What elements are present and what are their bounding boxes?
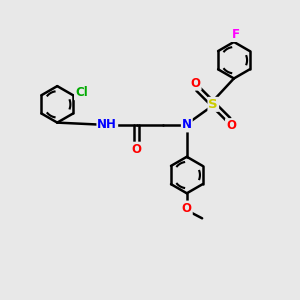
Text: F: F: [231, 28, 239, 41]
Text: O: O: [226, 119, 236, 132]
Text: O: O: [190, 77, 201, 90]
Text: N: N: [182, 118, 192, 131]
Text: S: S: [208, 98, 218, 111]
Text: Cl: Cl: [75, 86, 88, 99]
Text: O: O: [182, 202, 192, 214]
Text: NH: NH: [98, 118, 117, 131]
Text: O: O: [132, 142, 142, 156]
